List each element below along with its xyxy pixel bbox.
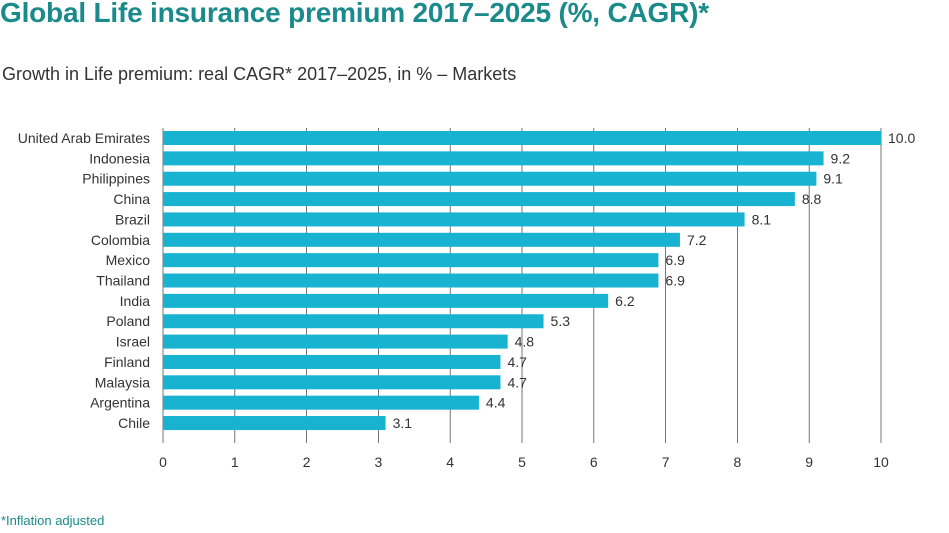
bar [163,253,659,268]
footnote: *Inflation adjusted [1,513,105,528]
x-tick-label: 3 [375,454,383,470]
value-label: 5.3 [551,313,571,329]
bar [163,314,544,329]
x-tick-label: 8 [734,454,742,470]
value-label: 9.1 [823,171,843,187]
value-label: 3.1 [393,415,413,431]
category-label: Indonesia [89,150,150,166]
bar [163,192,795,207]
bar [163,416,386,431]
value-label: 4.7 [507,374,527,390]
value-label: 6.9 [665,252,685,268]
bar [163,273,659,288]
category-label: Mexico [106,252,151,268]
value-label: 8.8 [802,191,822,207]
category-label: Finland [104,354,150,370]
x-tick-label: 6 [590,454,598,470]
category-label: Colombia [91,232,150,248]
category-label: Philippines [82,171,150,187]
category-label: China [113,191,150,207]
category-label: Malaysia [95,374,150,390]
x-tick-label: 2 [303,454,311,470]
value-label: 4.7 [507,354,527,370]
category-label: United Arab Emirates [18,130,150,146]
x-tick-label: 0 [159,454,167,470]
x-tick-label: 5 [518,454,526,470]
category-label: Poland [106,313,150,329]
category-label: Thailand [96,273,150,289]
bar [163,171,817,186]
bar [163,395,479,410]
x-tick-label: 9 [805,454,813,470]
value-label: 6.2 [615,293,635,309]
bar [163,354,501,369]
value-label: 4.8 [515,334,535,350]
category-label: Brazil [115,211,150,227]
chart-title: Global Life insurance premium 2017–2025 … [0,0,709,28]
value-label: 9.2 [831,150,851,166]
bar [163,212,745,227]
x-tick-label: 4 [446,454,454,470]
bar [163,334,508,349]
bar [163,375,501,390]
bar [163,151,824,166]
category-label: India [120,293,151,309]
x-tick-label: 10 [873,454,889,470]
category-label: Israel [116,334,150,350]
x-tick-label: 1 [231,454,239,470]
bar [163,293,609,308]
value-label: 7.2 [687,232,707,248]
chart-subtitle: Growth in Life premium: real CAGR* 2017–… [2,64,517,84]
value-label: 10.0 [888,130,915,146]
value-label: 4.4 [486,395,506,411]
category-label: Chile [118,415,150,431]
value-label: 6.9 [665,273,685,289]
x-tick-label: 7 [662,454,670,470]
category-label: Argentina [90,395,150,411]
bar [163,131,881,145]
bar [163,232,680,247]
value-label: 8.1 [752,211,772,227]
